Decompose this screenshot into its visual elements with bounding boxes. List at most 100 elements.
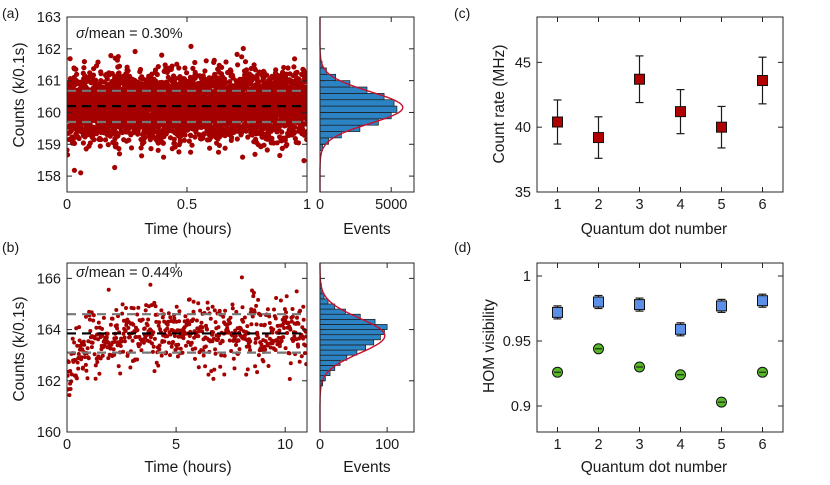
data-point: [136, 305, 141, 310]
x-tick-label: 5000: [375, 197, 407, 213]
data-point: [294, 69, 300, 75]
data-point: [240, 154, 246, 160]
data-point: [182, 65, 188, 71]
histogram-bar: [319, 329, 385, 336]
data-point: [284, 142, 290, 148]
data-point: [253, 364, 258, 369]
data-point: [175, 354, 180, 359]
data-point: [115, 54, 121, 60]
data-point: [76, 352, 81, 356]
data-point: [176, 342, 181, 347]
data-point: [72, 340, 77, 345]
data-point: [67, 56, 73, 62]
data-point: [141, 340, 146, 345]
data-point: [219, 64, 225, 70]
data-point: [216, 336, 221, 341]
data-point: [304, 334, 307, 339]
y-tick-label: 160: [37, 425, 61, 441]
data-point: [100, 353, 105, 358]
data-point: [223, 59, 229, 65]
data-point: [116, 146, 122, 152]
data-point: [131, 306, 136, 311]
data-point: [203, 344, 208, 349]
data-point: [273, 316, 278, 321]
data-point: [256, 335, 261, 340]
data-point: [264, 147, 270, 153]
data-point: [264, 72, 270, 78]
data-point: [248, 348, 252, 353]
data-point: [242, 315, 247, 320]
data-point: [294, 289, 299, 294]
data-point: [181, 137, 187, 143]
data-point: [239, 54, 245, 60]
data-point: [258, 313, 263, 318]
data-point: [76, 135, 82, 142]
data-point: [287, 351, 292, 356]
panel-b-annotation: σ/mean = 0.44%: [76, 265, 183, 281]
data-point: [115, 132, 121, 138]
data-point: [212, 308, 217, 313]
data-point: [90, 72, 97, 78]
data-point: [193, 356, 197, 361]
data-point: [203, 364, 208, 369]
data-point: [297, 359, 302, 364]
data-point: [160, 140, 166, 146]
panel-a-annotation-text: /mean = 0.30%: [85, 26, 183, 42]
data-point: [291, 64, 297, 70]
data-point: [290, 307, 295, 311]
data-point: [198, 308, 203, 313]
data-point: [177, 319, 182, 324]
data-point: [228, 315, 233, 320]
data-point: [116, 364, 121, 369]
data-point: [252, 151, 258, 157]
data-point: [151, 344, 156, 349]
data-point: [177, 309, 182, 314]
data-point: [283, 346, 288, 351]
data-point: [295, 140, 302, 146]
data-point: [216, 142, 222, 148]
x-tick-label: 1: [553, 197, 561, 213]
histogram-bar: [319, 298, 329, 305]
panel-b-ylabel: Counts (k/0.1s): [11, 296, 28, 401]
data-point: [229, 134, 235, 141]
data-point: [156, 363, 161, 368]
data-point: [194, 318, 199, 323]
data-point: [227, 338, 232, 343]
data-point: [253, 340, 258, 345]
data-point: [78, 170, 84, 176]
data-point: [161, 154, 167, 160]
data-point: [140, 317, 145, 322]
data-point: [221, 314, 226, 319]
data-point: [285, 65, 291, 71]
data-point: [216, 325, 221, 330]
y-tick-label: 158: [37, 169, 61, 185]
data-point: [266, 364, 271, 368]
data-point: [282, 326, 287, 330]
x-tick-label: 5: [172, 437, 180, 453]
data-point: [153, 78, 159, 84]
data-point: [155, 147, 161, 153]
data-point: [91, 313, 96, 318]
data-point: [231, 356, 236, 361]
data-point: [254, 322, 259, 327]
data-point: [236, 338, 241, 343]
data-point: [132, 48, 138, 55]
data-point: [130, 338, 135, 343]
data-points: [67, 275, 307, 398]
data-point: [102, 137, 109, 143]
data-point: [206, 306, 210, 311]
data-point: [139, 153, 145, 159]
data-point: [174, 304, 179, 309]
data-point: [126, 325, 131, 330]
panel-b-annotation-text: /mean = 0.44%: [85, 265, 183, 281]
data-point: [261, 142, 267, 148]
data-point: [142, 135, 148, 141]
y-tick-label: 164: [37, 323, 61, 339]
data-point: [172, 334, 177, 338]
data-point: [176, 149, 182, 155]
data-point: [168, 315, 173, 320]
x-tick-label: 6: [758, 197, 766, 213]
data-point: [172, 75, 178, 81]
data-point: [74, 376, 79, 381]
data-point: [85, 346, 90, 351]
